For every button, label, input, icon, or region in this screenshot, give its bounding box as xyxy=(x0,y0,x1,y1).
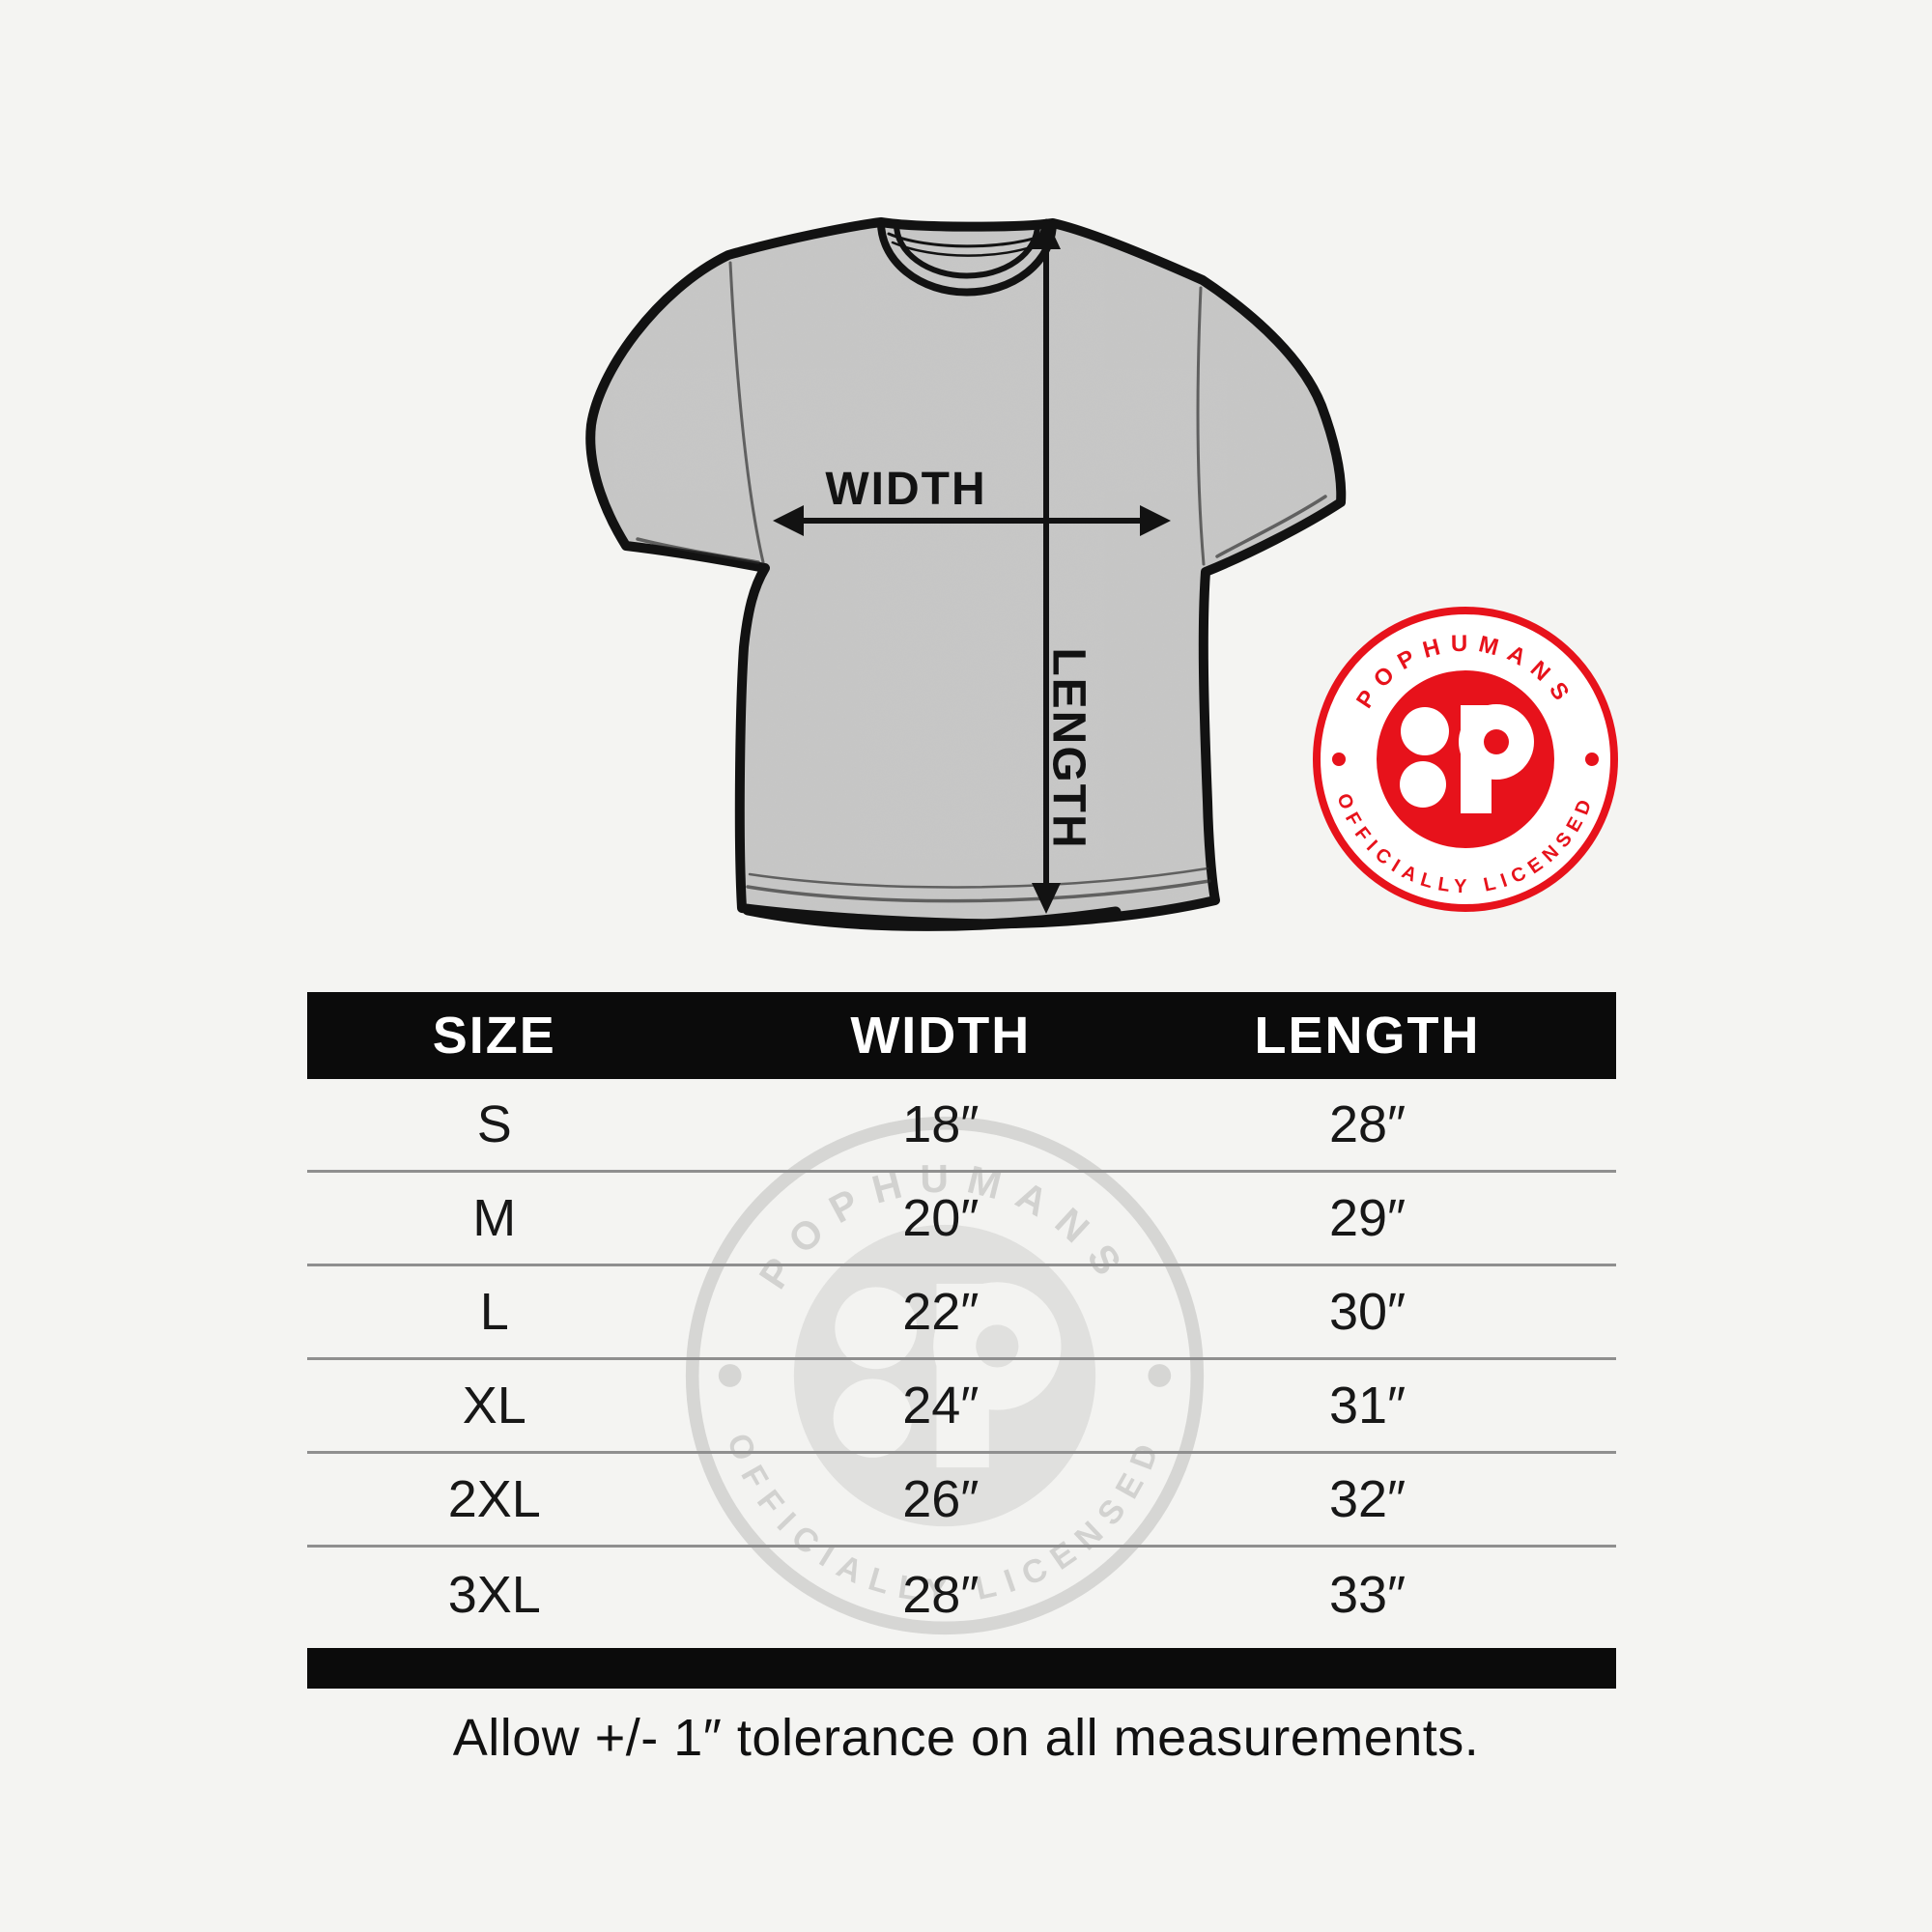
size-chart-rows: S 18″ 28″ M 20″ 29″ L 22″ 30″ XL 24″ 31″… xyxy=(307,1079,1616,1641)
pophumans-badge: POPHUMANS OFFICIALLY LICENSED xyxy=(1313,607,1618,912)
badge-left-dot-icon xyxy=(1332,753,1346,766)
table-row: M 20″ 29″ xyxy=(307,1173,1616,1266)
length-cell: 28″ xyxy=(1328,1095,1406,1153)
width-label: WIDTH xyxy=(825,464,986,515)
watermark-monogram-icon xyxy=(833,1282,1062,1468)
tshirt-body xyxy=(585,217,1347,929)
size-chart-table: SIZE WIDTH LENGTH S 18″ 28″ M 20″ 29″ L … xyxy=(307,992,1616,1689)
size-cell: XL xyxy=(462,1377,526,1435)
tshirt-hem-fold xyxy=(742,904,1122,931)
watermark-badge: POPHUMANS OFFICIALLY LICENSED xyxy=(685,1116,1205,1635)
table-row: L 22″ 30″ xyxy=(307,1266,1616,1360)
width-arrow xyxy=(773,505,1171,536)
brand-monogram-icon xyxy=(1400,704,1534,813)
length-cell: 32″ xyxy=(1328,1470,1406,1528)
size-cell: S xyxy=(476,1095,512,1153)
width-cell: 18″ xyxy=(902,1095,980,1153)
column-header-size: SIZE xyxy=(432,1007,556,1065)
tshirt-seams xyxy=(636,261,1327,903)
size-cell: 3XL xyxy=(447,1565,541,1624)
tolerance-note: Allow +/- 1″ tolerance on all measuremen… xyxy=(452,1709,1480,1767)
length-cell: 31″ xyxy=(1328,1377,1406,1435)
length-cell: 29″ xyxy=(1328,1189,1406,1247)
length-arrow xyxy=(1032,218,1061,914)
badge-right-dot-icon xyxy=(1585,753,1599,766)
table-row: 2XL 26″ 32″ xyxy=(307,1454,1616,1548)
tshirt-diagram: WIDTH LENGTH xyxy=(585,217,1347,931)
length-cell: 33″ xyxy=(1328,1565,1406,1624)
column-header-width: WIDTH xyxy=(850,1007,1032,1065)
width-cell: 22″ xyxy=(902,1283,980,1341)
width-cell: 24″ xyxy=(902,1377,980,1435)
length-label: LENGTH xyxy=(1043,647,1094,849)
size-chart-header: SIZE WIDTH LENGTH xyxy=(307,992,1616,1079)
width-cell: 20″ xyxy=(902,1189,980,1247)
length-cell: 30″ xyxy=(1328,1283,1406,1341)
width-cell: 26″ xyxy=(902,1470,980,1528)
table-row: 3XL 28″ 33″ xyxy=(307,1548,1616,1641)
table-row: S 18″ 28″ xyxy=(307,1079,1616,1173)
table-bottom-bar xyxy=(307,1648,1616,1689)
size-cell: M xyxy=(472,1189,517,1247)
size-cell: 2XL xyxy=(447,1470,541,1528)
table-row: XL 24″ 31″ xyxy=(307,1360,1616,1454)
column-header-length: LENGTH xyxy=(1254,1007,1481,1065)
size-cell: L xyxy=(479,1283,509,1341)
width-cell: 28″ xyxy=(902,1565,980,1624)
